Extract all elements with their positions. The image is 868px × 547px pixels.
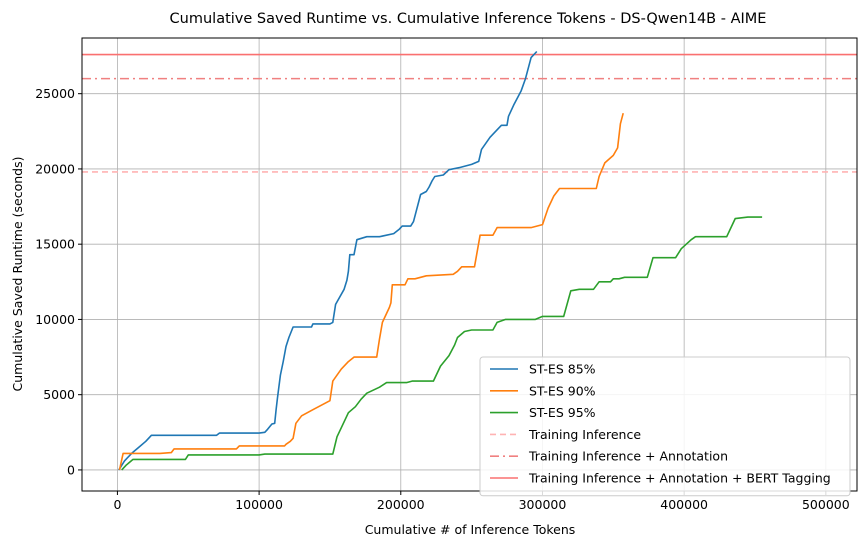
series-line-st-es-85: [118, 50, 538, 471]
y-tick-label: 5000: [43, 387, 75, 402]
y-tick-label: 25000: [35, 86, 75, 101]
y-tick-label: 20000: [35, 161, 75, 176]
series-line-st-es-95: [121, 216, 763, 471]
reference-lines: [82, 53, 857, 173]
chart-title: Cumulative Saved Runtime vs. Cumulative …: [170, 11, 767, 27]
x-tick-label: 500000: [802, 497, 850, 512]
legend-label: ST-ES 95%: [529, 405, 596, 420]
x-tick-label: 400000: [660, 497, 708, 512]
legend-box: [479, 356, 851, 497]
x-tick-label: 0: [113, 497, 121, 512]
y-tick-label: 15000: [35, 237, 75, 252]
y-axis-label: Cumulative Saved Runtime (seconds): [10, 157, 25, 392]
tick-layer: 0 100000 200000 300000 400000 500000 0 5000 1000…: [35, 86, 850, 512]
legend-label: Training Inference + Annotation: [528, 449, 728, 464]
x-axis-label: Cumulative # of Inference Tokens: [365, 522, 576, 537]
legend: ST-ES 85% ST-ES 90% ST-ES 95% Training Infe…: [479, 356, 851, 497]
series-layer: [118, 50, 763, 471]
x-tick-label: 300000: [519, 497, 567, 512]
legend-label: Training Inference: [528, 427, 641, 442]
legend-label: Training Inference + Annotation + BERT T…: [528, 471, 831, 486]
x-tick-label: 100000: [235, 497, 283, 512]
x-tick-label: 200000: [377, 497, 425, 512]
plot-frame: [81, 37, 858, 492]
series-line-st-es-90: [118, 112, 624, 471]
y-tick-label: 10000: [35, 312, 75, 327]
legend-label: ST-ES 90%: [529, 383, 596, 398]
y-tick-label: 0: [67, 462, 75, 477]
legend-label: ST-ES 85%: [529, 362, 596, 377]
